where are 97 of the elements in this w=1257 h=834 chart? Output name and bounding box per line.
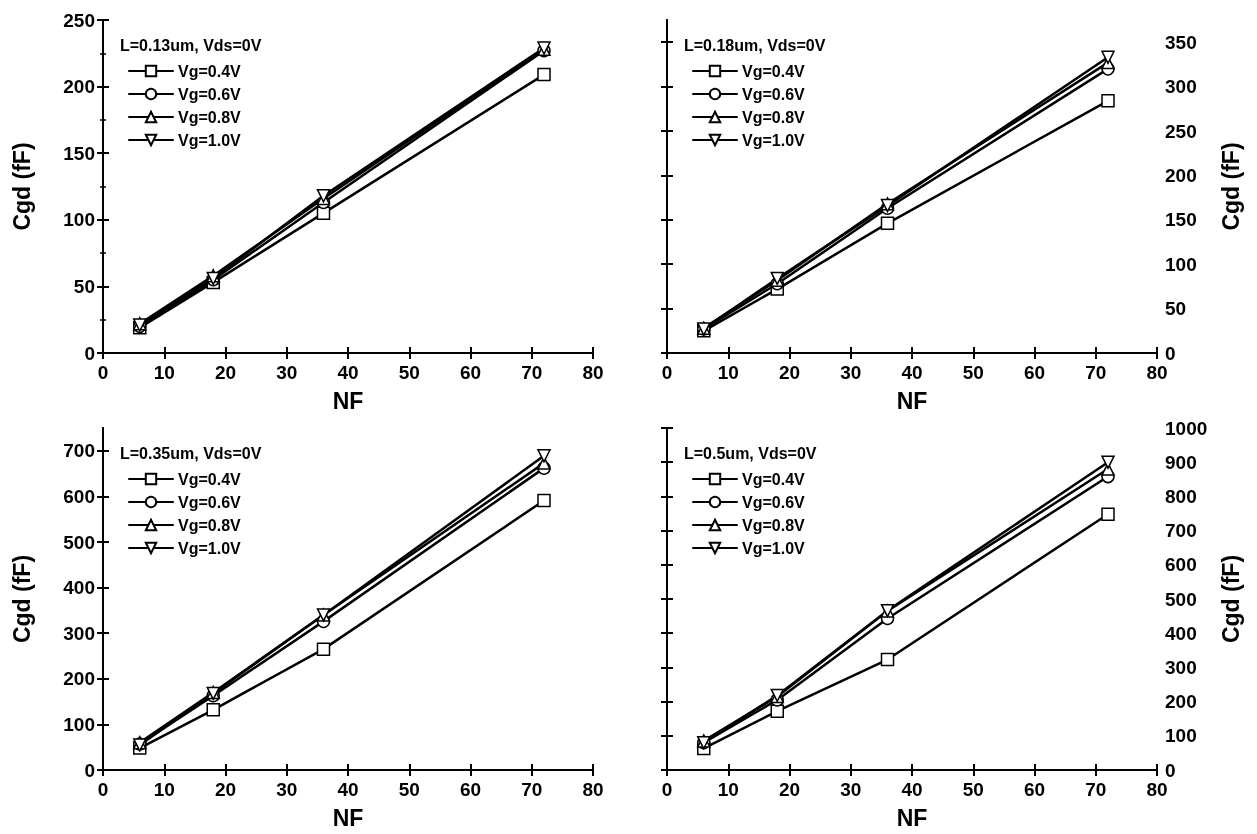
x-tick-label: 30 (840, 362, 862, 383)
x-tick-label: 80 (582, 779, 604, 800)
x-tick-label: 60 (459, 779, 482, 800)
y2-tick-label: 300 (1165, 656, 1197, 678)
x-tick-label: 50 (962, 362, 984, 383)
y2-tick-label: 500 (1165, 588, 1197, 610)
y2-axis-title: Cgd (fF) (1217, 554, 1244, 644)
legend-title: L=0.5um, Vds=0V (684, 444, 817, 462)
x-tick-label: 40 (337, 779, 359, 800)
x-tick-label: 30 (276, 779, 298, 800)
y-tick-label: 500 (63, 531, 95, 553)
y2-tick-label: 150 (1165, 209, 1197, 231)
legend-label: Vg=0.8V (178, 516, 242, 534)
x-tick-label: 30 (276, 362, 298, 383)
y-tick-label: 200 (63, 668, 95, 690)
x-tick-label: 0 (661, 362, 673, 383)
x-tick-label: 30 (840, 779, 862, 800)
y2-tick-label: 250 (1165, 120, 1197, 142)
x-tick-label: 10 (153, 362, 175, 383)
legend-title: L=0.13um, Vds=0V (120, 36, 262, 54)
y2-tick-label: 0 (1165, 342, 1176, 364)
x-tick-label: 60 (1023, 779, 1046, 800)
y2-tick-label: 200 (1165, 691, 1197, 713)
y-tick-label: 700 (63, 440, 95, 462)
legend-label: Vg=0.4V (178, 62, 242, 80)
y-tick-label: 150 (63, 142, 95, 164)
x-tick-label: 40 (901, 362, 923, 383)
x-tick-label: 40 (901, 779, 923, 800)
y2-tick-label: 100 (1165, 725, 1197, 747)
x-axis-title: NF (332, 804, 364, 831)
y2-tick-label: 700 (1165, 520, 1197, 542)
x-axis-title: NF (896, 804, 928, 831)
x-tick-label: 20 (778, 362, 801, 383)
legend-label: Vg=0.4V (178, 470, 242, 488)
legend-label: Vg=0.4V (742, 470, 806, 488)
legend-label: Vg=0.6V (178, 85, 242, 103)
y2-tick-label: 0 (1165, 759, 1176, 781)
y-axis-title: Cgd (fF) (8, 142, 35, 231)
y2-tick-label: 300 (1165, 76, 1197, 98)
y-tick-label: 100 (63, 713, 95, 735)
x-tick-label: 70 (521, 779, 543, 800)
y-tick-label: 100 (63, 209, 95, 231)
x-tick-label: 20 (778, 779, 801, 800)
x-axis-title: NF (896, 387, 928, 414)
legend-label: Vg=1.0V (178, 131, 242, 149)
y2-axis-title: Cgd (fF) (1217, 142, 1244, 231)
y-tick-label: 0 (84, 759, 95, 781)
x-tick-label: 50 (398, 779, 420, 800)
x-tick-label: 0 (97, 362, 109, 383)
y-tick-label: 250 (63, 9, 95, 31)
legend-label: Vg=1.0V (742, 131, 806, 149)
legend-label: Vg=1.0V (742, 539, 806, 557)
legend-label: Vg=0.8V (178, 108, 242, 126)
y2-tick-label: 50 (1165, 298, 1187, 320)
x-tick-label: 40 (337, 362, 359, 383)
legend-title: L=0.18um, Vds=0V (684, 36, 826, 54)
legend-label: Vg=0.6V (742, 493, 806, 511)
y-axis-title: Cgd (fF) (8, 554, 35, 644)
x-tick-label: 10 (153, 779, 175, 800)
x-tick-label: 10 (717, 779, 739, 800)
legend-label: Vg=0.8V (742, 516, 806, 534)
x-tick-label: 60 (459, 362, 482, 383)
y2-tick-label: 200 (1165, 164, 1197, 186)
legend-label: Vg=0.6V (178, 493, 242, 511)
legend-label: Vg=0.8V (742, 108, 806, 126)
x-tick-label: 60 (1023, 362, 1046, 383)
x-tick-label: 20 (214, 779, 237, 800)
y2-tick-label: 400 (1165, 622, 1197, 644)
y-tick-label: 300 (63, 622, 95, 644)
x-tick-label: 70 (521, 362, 543, 383)
y-tick-label: 50 (73, 275, 95, 297)
x-tick-label: 10 (717, 362, 739, 383)
y2-tick-label: 100 (1165, 253, 1197, 275)
y2-tick-label: 350 (1165, 31, 1197, 53)
x-tick-label: 70 (1085, 362, 1107, 383)
y-tick-label: 600 (63, 485, 95, 507)
y-tick-label: 400 (63, 577, 95, 599)
y2-tick-label: 1000 (1165, 417, 1208, 439)
x-tick-label: 80 (582, 362, 604, 383)
x-tick-label: 80 (1146, 362, 1168, 383)
x-tick-label: 0 (97, 779, 109, 800)
x-tick-label: 80 (1146, 779, 1168, 800)
x-tick-label: 70 (1085, 779, 1107, 800)
y2-tick-label: 900 (1165, 451, 1197, 473)
legend-label: Vg=0.6V (742, 85, 806, 103)
y-tick-label: 200 (63, 76, 95, 98)
y-tick-label: 0 (84, 342, 95, 364)
x-axis-title: NF (332, 387, 364, 414)
legend-label: Vg=0.4V (742, 62, 806, 80)
x-tick-label: 50 (398, 362, 420, 383)
y2-tick-label: 600 (1165, 554, 1197, 576)
x-tick-label: 20 (214, 362, 237, 383)
legend-label: Vg=1.0V (178, 539, 242, 557)
x-tick-label: 0 (661, 779, 673, 800)
x-tick-label: 50 (962, 779, 984, 800)
legend-title: L=0.35um, Vds=0V (120, 444, 262, 462)
y2-tick-label: 800 (1165, 485, 1197, 507)
